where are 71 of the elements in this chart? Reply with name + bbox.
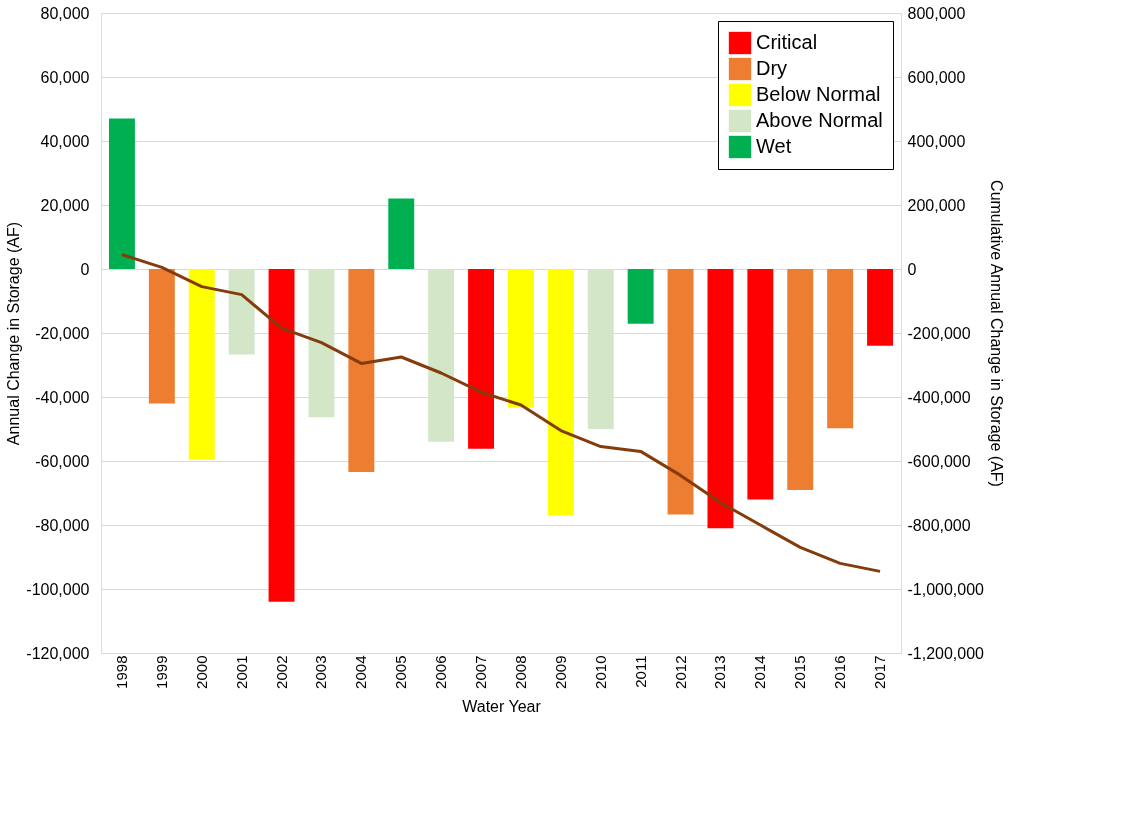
y2-tick-label: -800,000 bbox=[907, 516, 971, 534]
x-tick-label: 1999 bbox=[152, 655, 170, 689]
y2-tick-label: -1,000,000 bbox=[907, 580, 985, 598]
x-tick-label: 2005 bbox=[392, 655, 410, 689]
bar bbox=[867, 269, 894, 346]
x-tick-label: 2002 bbox=[272, 655, 290, 689]
y-tick-label: -40,000 bbox=[35, 388, 90, 406]
y-tick-label: 0 bbox=[80, 260, 90, 278]
y-tick-label: -60,000 bbox=[35, 452, 90, 470]
line-series bbox=[120, 253, 882, 573]
y-tick-label: 60,000 bbox=[40, 68, 90, 86]
bar bbox=[388, 198, 415, 269]
y2-tick-label: 600,000 bbox=[907, 68, 966, 86]
bar bbox=[587, 269, 614, 429]
x-tick-label: 2001 bbox=[232, 655, 250, 689]
bar bbox=[228, 269, 255, 355]
bar bbox=[108, 118, 135, 269]
bar bbox=[428, 269, 455, 442]
y-axis-title: Annual Change in Storage (AF) bbox=[5, 221, 23, 446]
x-tick-label: 2007 bbox=[472, 655, 490, 689]
bar bbox=[507, 269, 534, 408]
bar bbox=[827, 269, 854, 429]
x-tick-label: 2000 bbox=[192, 655, 210, 689]
x-tick-label: 2003 bbox=[312, 655, 330, 689]
bar bbox=[667, 269, 694, 515]
y-tick-label: -80,000 bbox=[35, 516, 90, 534]
x-tick-label: 2010 bbox=[591, 655, 609, 689]
bar bbox=[707, 269, 734, 529]
x-tick-label: 2017 bbox=[871, 655, 889, 689]
legend-label: Above Normal bbox=[756, 109, 883, 131]
bar bbox=[308, 269, 335, 418]
x-tick-label: 2012 bbox=[671, 655, 689, 689]
y2-tick-label: -200,000 bbox=[907, 324, 971, 342]
legend-label: Wet bbox=[756, 135, 792, 157]
x-tick-label: 2006 bbox=[432, 655, 450, 689]
x-tick-label: 1998 bbox=[112, 655, 130, 689]
bar bbox=[468, 269, 495, 449]
legend-label: Below Normal bbox=[756, 83, 881, 105]
legend-label: Dry bbox=[756, 57, 788, 79]
y-tick-label: 40,000 bbox=[40, 132, 90, 150]
bar bbox=[188, 269, 215, 460]
bar bbox=[787, 269, 814, 491]
bar bbox=[627, 269, 654, 324]
x-tick-label: 2015 bbox=[791, 655, 809, 689]
y2-tick-label: 0 bbox=[907, 260, 917, 278]
x-tick-label: 2004 bbox=[352, 655, 370, 689]
y2-tick-label: 800,000 bbox=[907, 4, 966, 22]
y2-tick-label: -1,200,000 bbox=[907, 644, 985, 662]
y-tick-label: -120,000 bbox=[26, 644, 90, 662]
x-tick-label: 2014 bbox=[751, 655, 769, 689]
bar bbox=[268, 269, 295, 602]
x-tick-label: 2009 bbox=[551, 655, 569, 689]
y2-axis-title: Cumulative Annual Change in Storage (AF) bbox=[988, 180, 1006, 487]
x-tick-label: 2008 bbox=[511, 655, 529, 689]
x-tick-label: 2016 bbox=[831, 655, 849, 689]
legend-label: Critical bbox=[756, 31, 818, 53]
x-tick-label: 2011 bbox=[631, 655, 649, 688]
x-axis-title: Water Year bbox=[462, 697, 542, 715]
y-tick-label: 80,000 bbox=[40, 4, 90, 22]
bar bbox=[747, 269, 774, 500]
y2-tick-label: -600,000 bbox=[907, 452, 971, 470]
bar bbox=[148, 269, 175, 404]
y2-tick-label: 200,000 bbox=[907, 196, 966, 214]
x-tick-label: 2013 bbox=[711, 655, 729, 689]
y2-tick-label: -400,000 bbox=[907, 388, 971, 406]
y-tick-label: 20,000 bbox=[40, 196, 90, 214]
y-tick-label: -20,000 bbox=[35, 324, 90, 342]
bar bbox=[547, 269, 574, 516]
y-tick-label: -100,000 bbox=[26, 580, 90, 598]
y2-tick-label: 400,000 bbox=[907, 132, 966, 150]
bar bbox=[348, 269, 375, 472]
